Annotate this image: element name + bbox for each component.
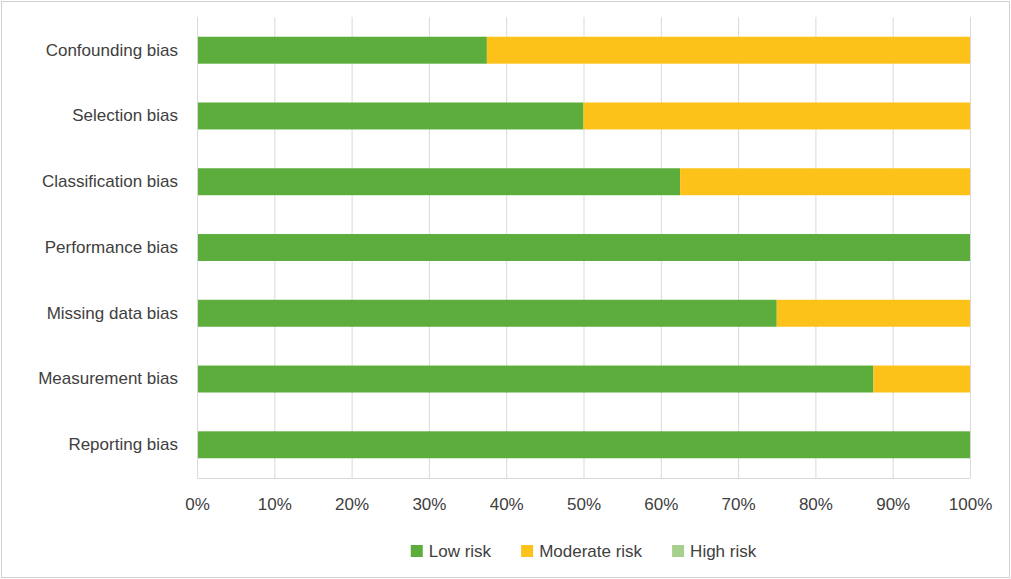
legend-swatch xyxy=(411,545,423,557)
series-bars xyxy=(487,37,970,393)
category-label: Reporting bias xyxy=(68,435,178,454)
bars xyxy=(197,37,970,459)
grid xyxy=(198,17,971,478)
bar xyxy=(970,431,971,458)
bar xyxy=(197,168,680,195)
bar xyxy=(487,37,970,64)
tick: Classification bias xyxy=(42,172,197,191)
tick: 50% xyxy=(567,478,601,514)
tick: 70% xyxy=(722,478,756,514)
legend: Low risk Moderate risk High risk xyxy=(411,542,757,561)
tick: 10% xyxy=(258,478,292,514)
bar xyxy=(197,37,487,64)
tick: 60% xyxy=(644,478,678,514)
legend-swatch xyxy=(521,545,533,557)
category-label: Classification bias xyxy=(42,172,178,191)
legend-label: Low risk xyxy=(429,542,492,561)
legend-item: High risk xyxy=(672,542,757,561)
bar xyxy=(197,102,584,129)
bar xyxy=(197,366,873,393)
grid-line xyxy=(197,17,198,478)
bar xyxy=(873,366,970,393)
tick: Performance bias xyxy=(45,238,197,257)
bar xyxy=(197,431,970,458)
y-axis: Confounding bias Selection bias Classifica… xyxy=(38,18,197,479)
legend-item: Moderate risk xyxy=(521,542,642,561)
tick-label: 0% xyxy=(185,495,210,514)
x-axis: 0% 10% 20% 30% 40% 50% 60% 70% 80% 90% 100% xyxy=(185,478,992,514)
bar xyxy=(680,168,970,195)
tick: Reporting bias xyxy=(68,435,197,454)
legend-swatch xyxy=(672,545,684,557)
bar xyxy=(970,366,971,393)
tick: Missing data bias xyxy=(47,304,197,323)
tick-label: 30% xyxy=(412,495,446,514)
plot: 0% 10% 20% 30% 40% 50% 60% 70% 80% 90% 100% Confoun… xyxy=(38,17,992,514)
legend-label: High risk xyxy=(690,542,757,561)
bar xyxy=(970,168,971,195)
tick: 80% xyxy=(799,478,833,514)
grid-line xyxy=(970,17,971,478)
bar xyxy=(970,300,971,327)
legend-item: Low risk xyxy=(411,542,492,561)
tick-label: 60% xyxy=(644,495,678,514)
axis-line xyxy=(197,18,198,479)
bar xyxy=(970,37,971,64)
chart-frame xyxy=(2,2,1010,578)
bar xyxy=(970,102,971,129)
bar xyxy=(584,102,971,129)
tick-label: 100% xyxy=(949,495,992,514)
tick: Selection bias xyxy=(72,106,197,125)
tick-label: 40% xyxy=(490,495,524,514)
tick-label: 20% xyxy=(335,495,369,514)
category-label: Missing data bias xyxy=(47,304,178,323)
tick: 90% xyxy=(876,478,910,514)
tick: 30% xyxy=(412,478,446,514)
tick-label: 70% xyxy=(722,495,756,514)
legend-label: Moderate risk xyxy=(539,542,642,561)
category-label: Selection bias xyxy=(72,106,178,125)
chart: 0% 10% 20% 30% 40% 50% 60% 70% 80% 90% 100% Confoun… xyxy=(0,0,1011,579)
bar xyxy=(197,300,777,327)
bar xyxy=(197,234,970,261)
tick: 40% xyxy=(490,478,524,514)
tick-label: 80% xyxy=(799,495,833,514)
category-label: Performance bias xyxy=(45,238,178,257)
tick: 20% xyxy=(335,478,369,514)
tick: 0% xyxy=(185,478,210,514)
bar xyxy=(970,431,971,458)
series-bars xyxy=(197,37,970,459)
tick: Measurement bias xyxy=(38,369,197,388)
category-label: Measurement bias xyxy=(38,369,178,388)
tick: Confounding bias xyxy=(46,41,197,60)
bar xyxy=(970,234,971,261)
axis-line xyxy=(198,478,971,479)
tick-label: 90% xyxy=(876,495,910,514)
bar xyxy=(970,234,971,261)
tick-label: 50% xyxy=(567,495,601,514)
tick: 100% xyxy=(949,478,992,514)
category-label: Confounding bias xyxy=(46,41,178,60)
bar xyxy=(777,300,970,327)
tick-label: 10% xyxy=(258,495,292,514)
